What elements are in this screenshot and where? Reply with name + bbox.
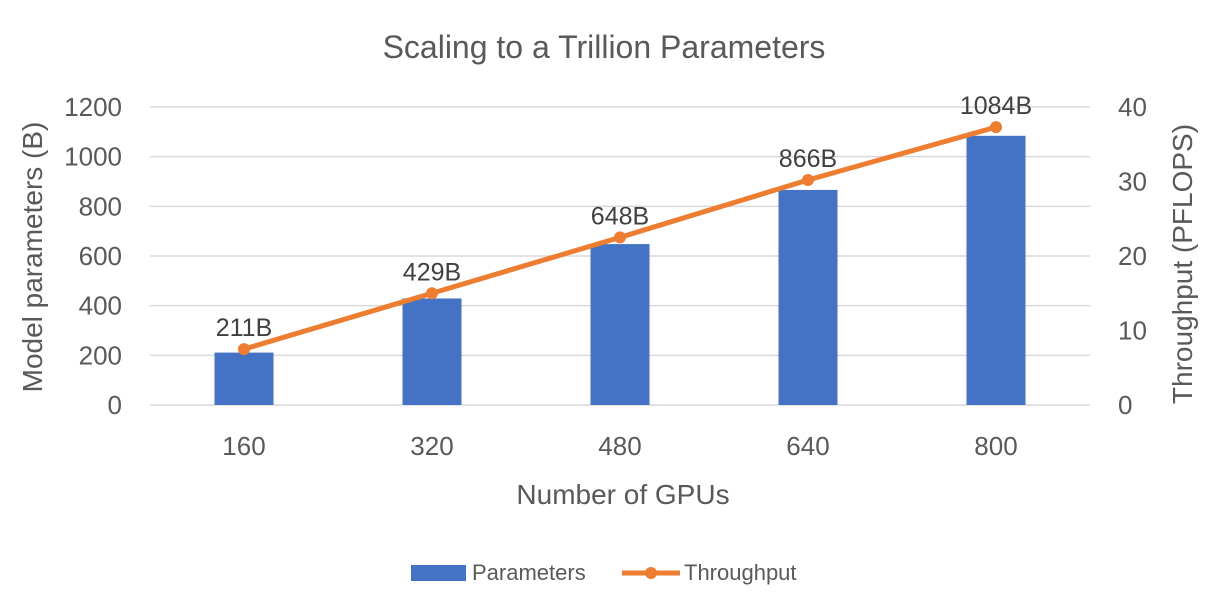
data-label-parameters: 429B (403, 258, 461, 286)
bar-parameters (966, 135, 1026, 405)
x-axis-title: Number of GPUs (516, 479, 729, 510)
legend-label-throughput: Throughput (684, 560, 797, 585)
y-tick-label: 200 (79, 340, 122, 370)
chart-title: Scaling to a Trillion Parameters (383, 29, 826, 65)
legend-swatch-parameters (411, 565, 466, 581)
x-tick-label: 480 (598, 431, 641, 461)
data-label-parameters: 866B (779, 145, 837, 173)
y-tick-label: 1200 (64, 92, 122, 122)
y2-tick-label: 40 (1118, 92, 1147, 122)
legend: Parameters Throughput (411, 560, 797, 585)
legend-swatch-throughput-marker (645, 567, 657, 579)
y2-tick-label: 30 (1118, 167, 1147, 197)
bar-parameters (778, 189, 838, 405)
line-series (238, 121, 1002, 356)
bar-parameters (214, 352, 274, 405)
x-tick-label: 320 (410, 431, 453, 461)
y-tick-label: 0 (108, 390, 122, 420)
point-throughput (426, 287, 438, 300)
x-tick-label: 800 (974, 431, 1017, 461)
y2-tick-label: 20 (1118, 241, 1147, 271)
point-throughput (990, 121, 1002, 134)
data-label-parameters: 648B (591, 202, 649, 230)
y-axis-title: Model parameters (B) (17, 122, 48, 393)
y-tick-label: 1000 (64, 142, 122, 172)
point-throughput (238, 343, 250, 356)
bar-series (214, 135, 1026, 405)
y-tick-label: 600 (79, 241, 122, 271)
tick-labels: 0 200 400 600 800 1000 1200 0 10 20 30 40 160 320 480 6… (64, 92, 1147, 461)
legend-label-parameters: Parameters (472, 560, 586, 585)
data-label-parameters: 1084B (960, 92, 1032, 120)
data-labels: 211B 429B 648B 866B 1084B (216, 92, 1032, 342)
y2-tick-label: 0 (1118, 390, 1132, 420)
y2-axis-title: Throughput (PFLOPS) (1167, 124, 1198, 404)
bar-parameters (590, 244, 650, 405)
x-tick-label: 640 (786, 431, 829, 461)
y-tick-label: 800 (79, 191, 122, 221)
point-throughput (614, 231, 626, 244)
y2-tick-label: 10 (1118, 316, 1147, 346)
bar-parameters (402, 298, 462, 405)
data-label-parameters: 211B (216, 314, 273, 342)
point-throughput (802, 174, 814, 187)
y-tick-label: 400 (79, 291, 122, 321)
x-tick-label: 160 (222, 431, 265, 461)
